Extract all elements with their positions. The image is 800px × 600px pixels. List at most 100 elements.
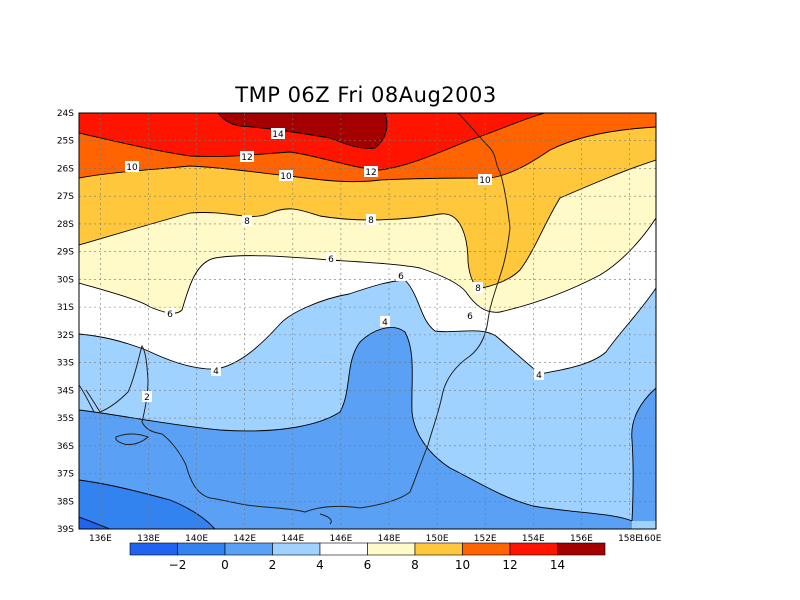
contour-label: 8 xyxy=(366,214,376,226)
colorbar-swatch xyxy=(319,542,368,556)
contour-label: 6 xyxy=(465,310,475,322)
colorbar-label: 8 xyxy=(411,558,419,572)
y-tick-label: 27S xyxy=(57,192,74,202)
contour-label-text: 6 xyxy=(467,312,473,322)
x-axis-ticks: 136E 138E 140E 142E 144E 146E 148E 150E 152E 154E… xyxy=(89,534,662,544)
y-tick-label: 33S xyxy=(57,359,74,369)
map-title: TMP 06Z Fri 08Aug2003 xyxy=(235,83,497,107)
contour-label-text: 8 xyxy=(368,216,374,226)
contour-label-text: 4 xyxy=(382,318,388,328)
y-tick-label: 25S xyxy=(57,137,74,147)
x-tick-label: 146E xyxy=(329,534,352,544)
band-12-14 xyxy=(79,113,545,170)
y-tick-label: 39S xyxy=(57,525,74,535)
plot-frame xyxy=(78,112,657,530)
contour-label-text: 4 xyxy=(536,371,542,381)
colorbar-label: 6 xyxy=(364,558,372,572)
contour-label-text: 10 xyxy=(479,176,491,186)
contour-label: 4 xyxy=(211,365,221,377)
band-6-8 xyxy=(79,160,656,314)
colorbar-label: 10 xyxy=(455,558,470,572)
contour-labels: 14 12 12 10 10 10 8 8 8 6 6 6 6 4 4 4 2 xyxy=(125,128,544,403)
filled-contours xyxy=(79,113,656,529)
colorbar-swatch xyxy=(462,542,511,556)
contour-label: 12 xyxy=(364,166,378,178)
y-tick-label: 36S xyxy=(57,442,74,452)
band-0-2 xyxy=(79,327,656,529)
contour-label-text: 6 xyxy=(167,310,173,320)
colorbar-label: 4 xyxy=(316,558,324,572)
contour-label-text: 4 xyxy=(213,367,219,377)
y-tick-label: 28S xyxy=(57,220,74,230)
grid xyxy=(79,113,656,529)
contour-label-text: 6 xyxy=(328,255,334,265)
x-tick-label: 144E xyxy=(281,534,304,544)
x-tick-label: 148E xyxy=(378,534,401,544)
band-10-12 xyxy=(79,113,656,182)
y-tick-label: 31S xyxy=(57,303,74,313)
contour-label: 2 xyxy=(142,391,152,403)
colorbar-swatch xyxy=(177,542,226,556)
contour-label: 10 xyxy=(125,161,139,173)
contour-label-text: 10 xyxy=(126,163,138,173)
contour-label: 8 xyxy=(242,215,252,227)
y-tick-label: 24S xyxy=(57,109,74,119)
contour-label-text: 12 xyxy=(241,153,252,163)
colorbar-swatch xyxy=(272,542,321,556)
contour-label: 10 xyxy=(279,170,293,182)
contour-label-text: 8 xyxy=(244,217,250,227)
x-tick-label: 156E xyxy=(570,534,593,544)
contour-label-text: 14 xyxy=(272,130,284,140)
contour-label-text: 2 xyxy=(144,393,150,403)
x-tick-label: 142E xyxy=(233,534,256,544)
coastline xyxy=(79,113,511,525)
x-tick-label: 140E xyxy=(185,534,208,544)
x-tick-label: 138E xyxy=(137,534,160,544)
contour-label: 12 xyxy=(240,151,254,163)
contour-label-text: 10 xyxy=(280,172,292,182)
contour-label: 6 xyxy=(326,253,336,265)
colorbar-label: 12 xyxy=(502,558,517,572)
colorbar-label: 14 xyxy=(550,558,565,572)
x-tick-label: 150E xyxy=(426,534,449,544)
band-neg2-0 xyxy=(79,480,215,529)
colorbar-label: −2 xyxy=(169,558,187,572)
contour-label-text: 12 xyxy=(365,168,376,178)
x-tick-label: 160E xyxy=(639,534,662,544)
band-8-10 xyxy=(79,127,656,288)
x-tick-label: 152E xyxy=(474,534,497,544)
contour-label: 8 xyxy=(473,282,483,294)
colorbar-swatch xyxy=(557,542,606,556)
y-tick-label: 37S xyxy=(57,470,74,480)
y-tick-label: 26S xyxy=(57,164,74,174)
contour-label: 14 xyxy=(271,128,285,140)
y-tick-label: 32S xyxy=(57,331,74,341)
y-tick-label: 34S xyxy=(57,386,74,396)
contour-label: 6 xyxy=(165,308,175,320)
contour-label: 10 xyxy=(478,174,492,186)
colorbar-swatch xyxy=(224,542,273,556)
y-tick-label: 35S xyxy=(57,414,74,424)
y-axis-ticks: 24S 25S 26S 27S 28S 29S 30S 31S 32S 33S 34S 35S 36S 3… xyxy=(57,109,74,535)
contour-label: 6 xyxy=(396,270,406,282)
colorbar-label: 0 xyxy=(221,558,229,572)
y-tick-label: 29S xyxy=(57,248,74,258)
contour-label: 4 xyxy=(534,369,544,381)
contour-label: 4 xyxy=(380,316,390,328)
contour-label-text: 8 xyxy=(475,284,481,294)
y-tick-label: 30S xyxy=(57,275,74,285)
x-tick-label: 158E xyxy=(618,534,641,544)
colorbar-label: 2 xyxy=(269,558,277,572)
band-above-14 xyxy=(218,113,387,149)
colorbar-swatch xyxy=(367,542,416,556)
contour-lines xyxy=(79,113,656,529)
colorbar-swatch xyxy=(509,542,558,556)
x-tick-label: 136E xyxy=(89,534,112,544)
x-tick-label: 154E xyxy=(522,534,545,544)
colorbar-swatch xyxy=(129,542,178,556)
contour-label-text: 6 xyxy=(398,272,404,282)
colorbar-swatch xyxy=(414,542,463,556)
colorbar: −2 0 2 4 6 8 10 12 14 xyxy=(129,542,606,572)
y-tick-label: 38S xyxy=(57,497,74,507)
